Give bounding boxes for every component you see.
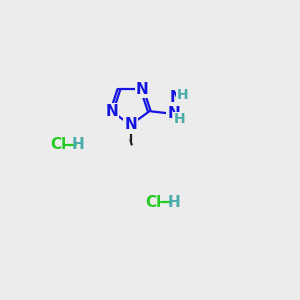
Text: N: N: [167, 106, 180, 121]
Text: Cl: Cl: [146, 195, 162, 210]
Text: N: N: [124, 117, 137, 132]
Text: N: N: [136, 82, 148, 97]
Text: H: H: [177, 88, 188, 102]
Text: H: H: [167, 195, 180, 210]
Text: N: N: [169, 89, 182, 104]
Text: H: H: [72, 137, 85, 152]
Text: H: H: [174, 112, 185, 127]
Text: Cl: Cl: [50, 137, 67, 152]
Text: N: N: [105, 104, 118, 119]
